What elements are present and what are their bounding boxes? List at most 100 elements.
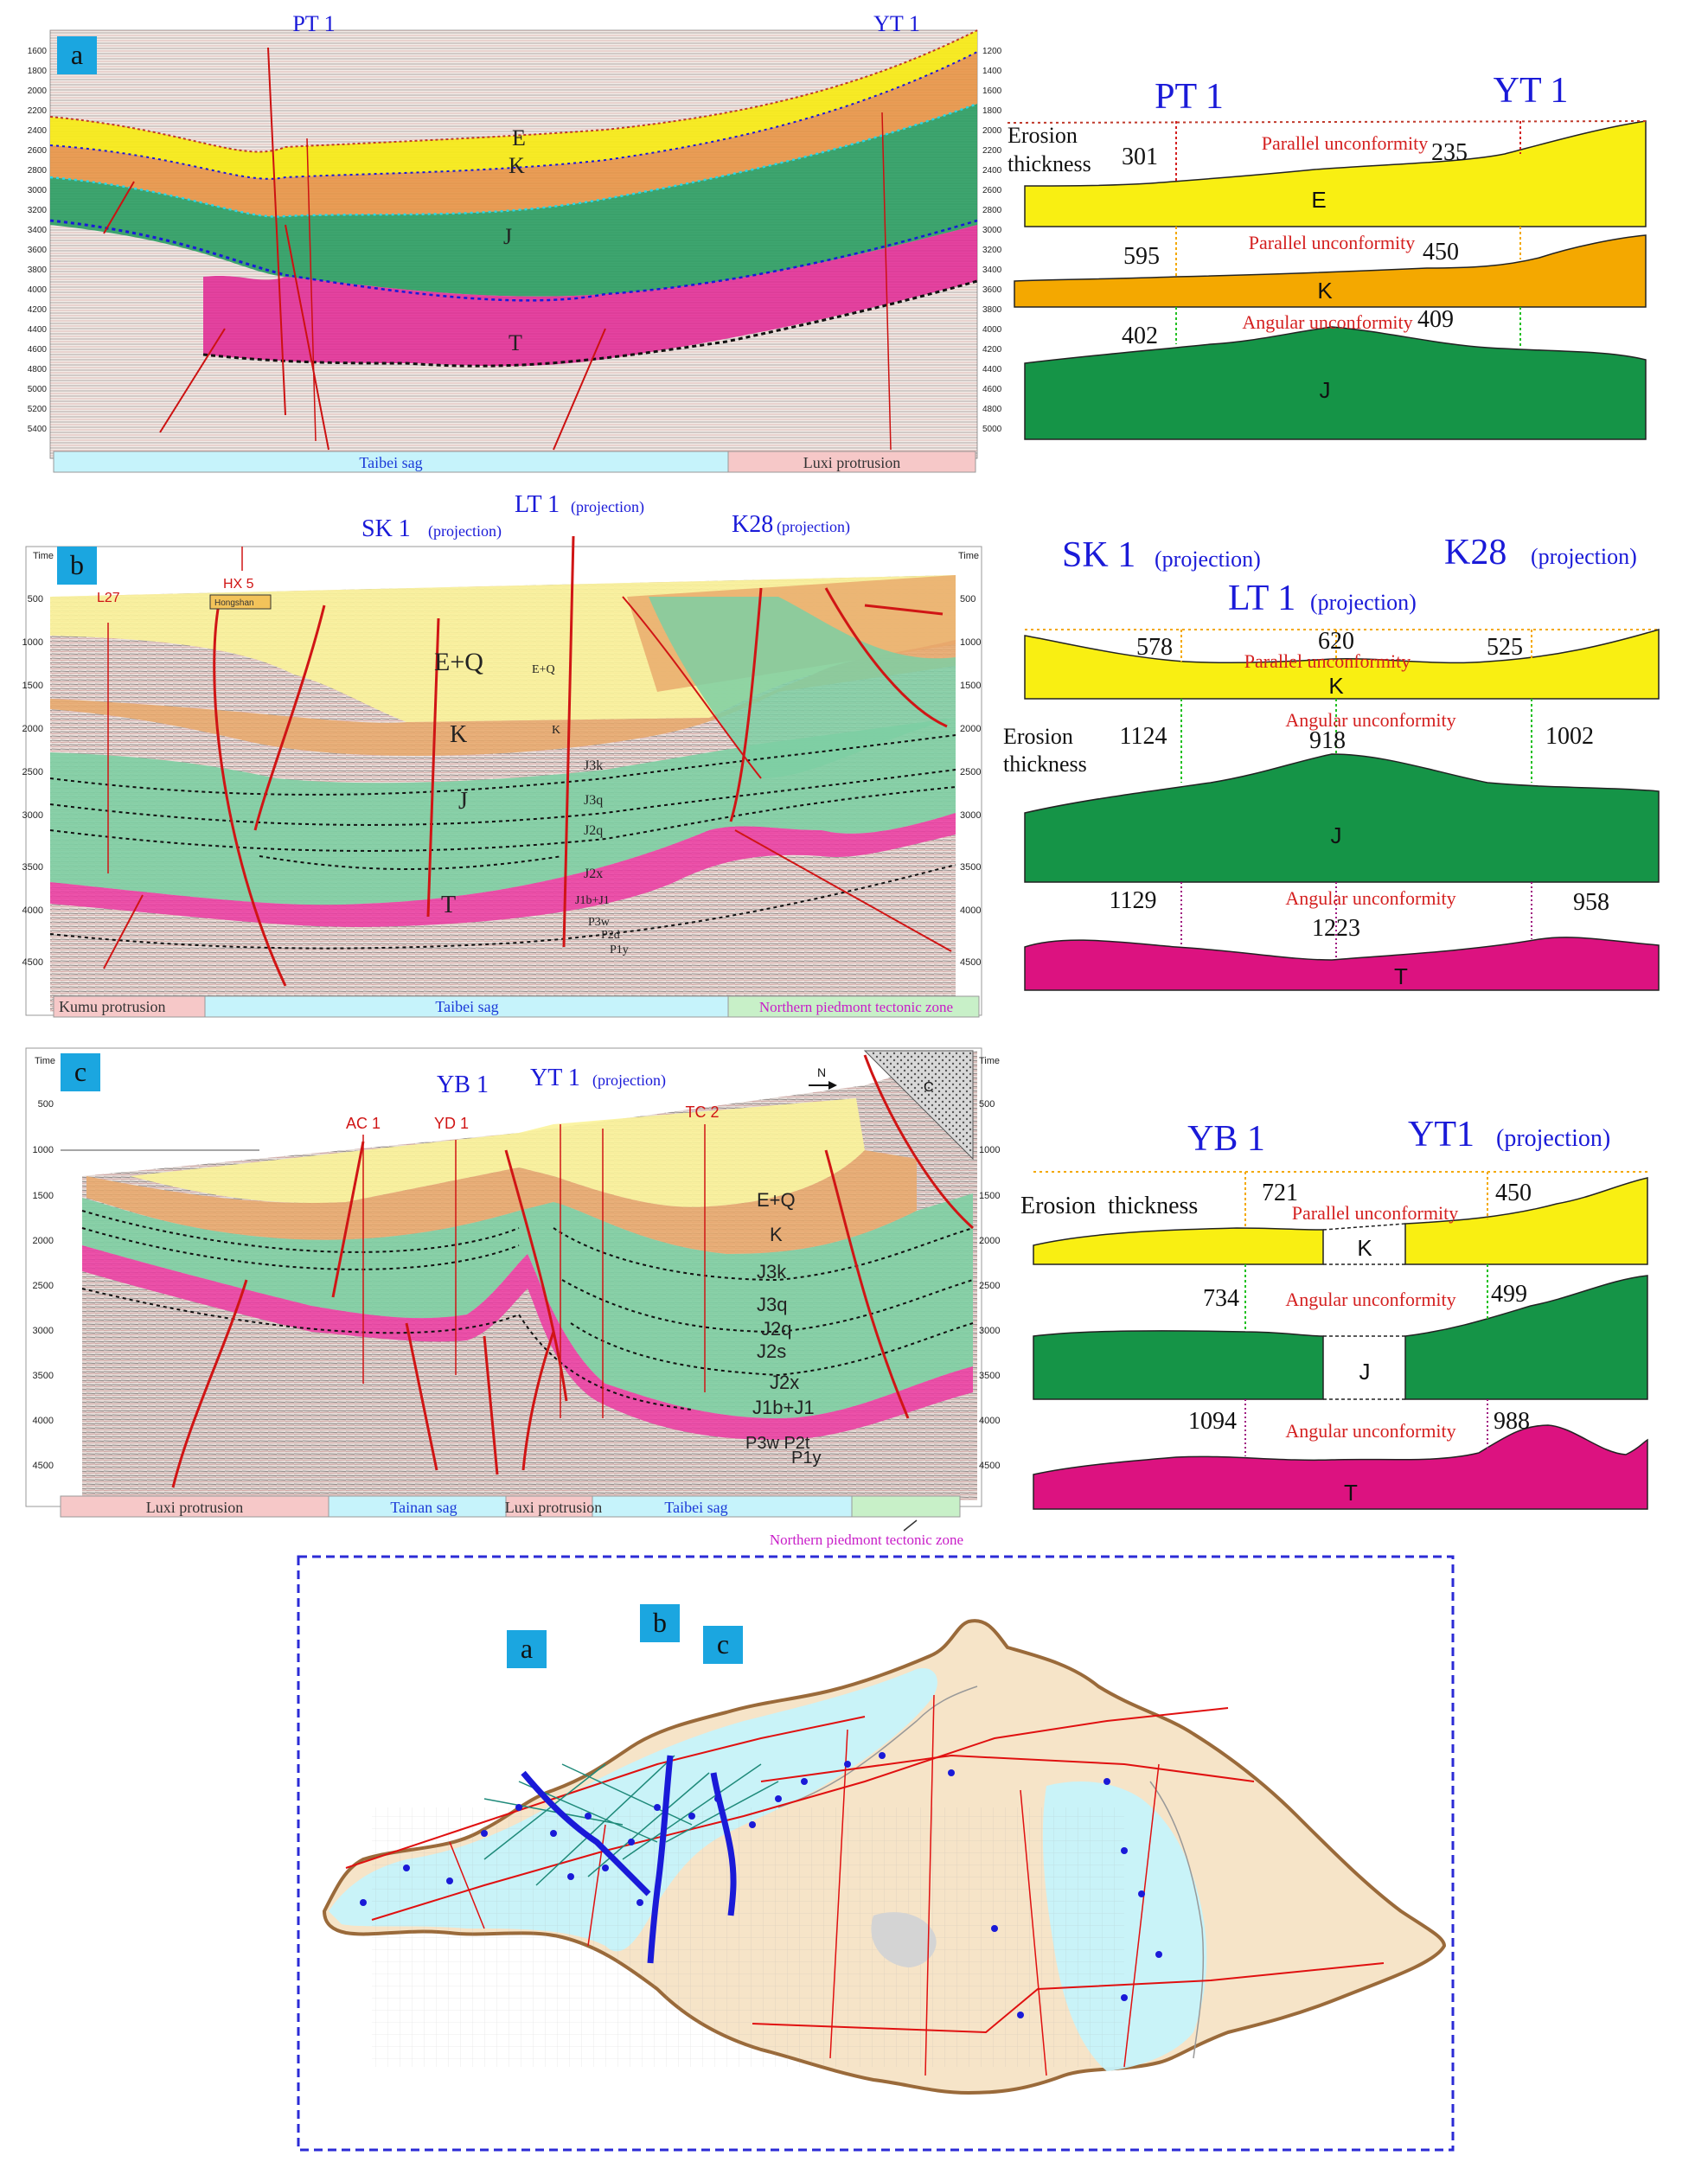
axis-tick: 5200 <box>28 405 48 414</box>
axis-tick: 2000 <box>33 1236 54 1246</box>
axis-tick: 4200 <box>982 345 1002 355</box>
axis-tick: 500 <box>38 1099 54 1110</box>
axis-title: Time <box>979 1056 1000 1066</box>
region-bar-piedmont <box>851 1495 961 1518</box>
axis-tick: 5000 <box>982 425 1002 434</box>
schematic-b-well-right-note: (projection) <box>1531 544 1637 569</box>
schematic-layer-label: E <box>1311 187 1326 213</box>
erosion-value: 1002 <box>1545 723 1594 750</box>
axis-tick: 1800 <box>28 67 48 76</box>
panel-c-schematic: YB 1 YT1 (projection) Erosion thickness … <box>1020 1115 1648 1510</box>
schematic-layer-label: J <box>1320 377 1331 403</box>
axis-tick: 500 <box>960 594 976 604</box>
well-label-hx5: HX 5 <box>223 577 254 592</box>
well-note: (projection) <box>571 498 644 516</box>
axis-tick: 1500 <box>979 1191 1000 1201</box>
layer-label-t: T <box>441 892 456 918</box>
region-label-piedmont: Northern piedmont tectonic zone <box>770 1532 963 1548</box>
axis-tick: 2400 <box>982 166 1002 176</box>
panel-a-left-axis: 1600 1800 2000 2200 2400 2600 2800 3000 … <box>28 47 48 434</box>
axis-tick: 3200 <box>982 246 1002 255</box>
region-bar-luxi-protrusion <box>60 1495 329 1518</box>
panel-a-schematic: PT 1 YT 1 Erosion thickness Parallel unc… <box>1007 71 1647 440</box>
axis-tick: 2200 <box>982 146 1002 156</box>
axis-tick: 2000 <box>960 724 981 734</box>
schematic-a-well-left: PT 1 <box>1155 77 1224 117</box>
axis-tick: 1000 <box>960 637 981 648</box>
region-bar-luxi-protrusion-2 <box>505 1495 593 1518</box>
erosion-value: 578 <box>1136 634 1173 661</box>
schematic-b-well-mid: LT 1 <box>1228 579 1295 618</box>
axis-tick: 4000 <box>33 1416 54 1426</box>
layer-label-j: J <box>458 788 468 815</box>
layer-label-k-small: K <box>552 724 560 737</box>
erosion-value: 235 <box>1431 139 1468 166</box>
layer-label-eq: E+Q <box>434 648 483 676</box>
panel-b-schematic: SK 1 (projection) K28 (projection) LT 1 … <box>1003 533 1660 991</box>
map-label-a-box <box>507 1630 547 1668</box>
panel-a-section <box>49 29 978 459</box>
axis-tick: 3000 <box>960 810 981 821</box>
axis-tick: 3000 <box>22 810 43 821</box>
axis-tick: 4000 <box>979 1416 1000 1426</box>
axis-tick: 2500 <box>979 1281 1000 1291</box>
axis-tick: 4600 <box>982 385 1002 394</box>
well-note: (projection) <box>592 1071 666 1090</box>
erosion-value: 1094 <box>1188 1408 1237 1435</box>
map-label-b: b <box>653 1607 667 1638</box>
region-bar-piedmont <box>727 995 980 1018</box>
schematic-layer-label: J <box>1331 822 1342 848</box>
schematic-a-layer-j <box>1024 326 1647 440</box>
axis-tick: 3000 <box>33 1326 54 1336</box>
axis-tick: 3500 <box>33 1371 54 1381</box>
axis-tick: 2200 <box>28 106 48 116</box>
axis-tick: 3200 <box>28 206 48 215</box>
layer-label-j2x: J2x <box>584 867 603 881</box>
axis-tick: 4400 <box>982 365 1002 374</box>
panel-b-axes: Time 500 1000 1500 2000 2500 3000 3500 4… <box>22 551 982 968</box>
region-bar-taibei-sag <box>204 995 729 1018</box>
well-label-yb1: YB 1 <box>437 1071 489 1098</box>
axis-tick: 4500 <box>33 1461 54 1471</box>
layer-label-j1b: J1b+J1 <box>752 1397 815 1418</box>
schematic-c-layer-j-left <box>1033 1330 1324 1400</box>
layer-k-band <box>50 52 977 217</box>
erosion-value: 620 <box>1318 628 1354 655</box>
unconformity-label: Parallel unconformity <box>1292 1202 1458 1224</box>
axis-tick: 1400 <box>982 67 1002 76</box>
well-label-tc2: TC 2 <box>685 1103 719 1121</box>
axis-tick: 2000 <box>982 126 1002 136</box>
panel-b-section <box>25 535 982 1016</box>
axis-tick: 4500 <box>979 1461 1000 1471</box>
axis-tick: 3400 <box>28 226 48 235</box>
erosion-value: 450 <box>1423 239 1459 265</box>
section-line-a <box>521 1770 651 1897</box>
schematic-a-layer-k <box>1014 234 1647 308</box>
panel-c-labels: c YB 1 YT 1 (projection) AC 1 YD 1 TC 2 … <box>60 1053 963 1548</box>
schematic-layer-label: K <box>1317 278 1333 304</box>
region-bar-taibei-sag <box>53 451 729 473</box>
axis-tick: 3400 <box>982 265 1002 275</box>
axis-tick: 1600 <box>982 86 1002 96</box>
axis-tick: 500 <box>979 1099 995 1110</box>
axis-tick: 5000 <box>28 385 48 394</box>
layer-eq-band <box>130 1098 865 1207</box>
well-note: (projection) <box>777 518 850 536</box>
layer-t-band <box>203 225 977 367</box>
section-line-b <box>647 1755 674 1964</box>
schematic-c-layer-k-right <box>1404 1177 1648 1265</box>
region-label-taibei: Taibei sag <box>664 1499 727 1516</box>
axis-tick: 4600 <box>28 345 48 355</box>
panel-c-badge-label: c <box>74 1056 86 1087</box>
schematic-c-layer-k-left <box>1033 1227 1324 1265</box>
axis-tick: 4500 <box>960 957 981 968</box>
axis-tick: 1500 <box>22 681 43 691</box>
panel-c-badge <box>61 1053 100 1091</box>
map-frame <box>297 1555 1455 2152</box>
map-label-c: c <box>717 1628 729 1660</box>
axis-tick: 1500 <box>33 1191 54 1201</box>
erosion-value: 525 <box>1487 634 1523 661</box>
panel-a-right-axis: 1200 1400 1600 1800 2000 2200 2400 2600 … <box>982 47 1002 434</box>
layer-j-band <box>50 104 977 297</box>
